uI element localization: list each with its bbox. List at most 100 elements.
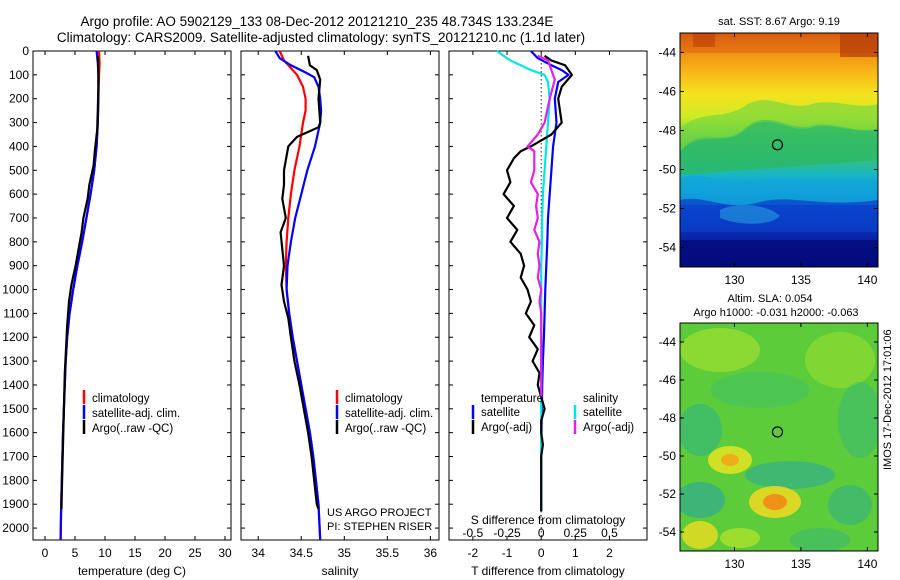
x-tick-label: 20 [158,546,172,560]
project-line2: PI: STEPHEN RISER [327,521,432,533]
project-line1: US ARGO PROJECT [327,507,432,519]
lon-tick-label: 135 [791,273,811,287]
salinity-legend: climatology satellite-adj. clim. Argo(..… [335,390,433,435]
sst-field [680,33,878,267]
difference-xlabel: T difference from climatology [471,564,625,578]
series-line-2 [279,55,322,510]
difference-panel: -2 -1 0 1 2 -0.5 -0.25 0 0.25 0.5 T difference fr… [448,50,648,578]
sla-map-title: Altim. SLA: 0.054 [728,293,813,305]
x-tick-label: 2 [606,546,613,560]
header-line2: Climatology: CARS2009. Satellite-adjuste… [57,30,585,45]
lon-tick-label: 135 [791,557,811,571]
legend-label-sal-argo: Argo(-adj) [583,422,634,434]
top-tick-label: 0.5 [601,526,618,540]
x-tick-label: 35 [338,546,352,560]
difference-toplabel: S difference from climatology [471,513,626,527]
series-line-2 [60,55,100,510]
x-tick-label: 5 [72,546,79,560]
x-tick-label: 35.5 [376,546,400,560]
legend-label-argo: Argo(..raw -QC) [345,423,426,435]
temperature-xlabel: temperature (deg C) [78,564,186,578]
x-tick-label: 10 [98,546,112,560]
y-tick-label: 800 [9,235,29,249]
y-tick-label: 1100 [3,306,29,320]
sla-map-subtitle: Argo h1000: -0.031 h2000: -0.063 [693,307,858,319]
y-tick-label: 200 [9,92,29,106]
argo-position-marker [771,426,784,438]
legend-label-temp-satellite: satellite [481,407,520,419]
y-tick-label: 1600 [2,426,29,440]
y-tick-label: 300 [9,116,29,130]
series-line-2 [502,54,573,512]
salinity-xlabel: salinity [322,564,359,578]
sla-field [680,323,878,551]
x-tick-label: -2 [468,546,479,560]
difference-legend: temperature satellite Argo(-adj) salinit… [471,393,634,434]
x-tick-label: 36 [424,546,438,560]
x-tick-label: 0 [42,546,49,560]
legend-label-temp-argo: Argo(-adj) [481,422,532,434]
y-tick-label: 600 [9,187,29,201]
y-tick-label: 1300 [2,354,29,368]
y-tick-label: 100 [9,68,29,82]
lat-tick-label: -44 [659,335,677,349]
top-tick-label: -0.25 [493,526,521,540]
x-tick-label: 15 [128,546,142,560]
y-tick-label: 900 [9,259,29,273]
temperature-legend: climatology satellite-adj. clim. Argo(..… [82,390,180,435]
sst-map-axes [679,32,879,268]
lat-tick-label: -48 [659,411,677,425]
lat-tick-label: -54 [659,241,677,255]
y-tick-label: 1800 [2,473,29,487]
legend-label-argo: Argo(..raw -QC) [92,423,173,435]
temperature-axes [32,50,232,541]
top-tick-label: 0.25 [564,526,588,540]
x-tick-label: 34.5 [290,546,314,560]
legend-label-satellite: satellite-adj. clim. [345,408,433,420]
x-tick-label: 30 [218,546,232,560]
y-tick-label: 1400 [2,378,29,392]
lon-tick-label: 130 [724,557,744,571]
y-tick-label: 1500 [2,402,29,416]
legend-label-climatology: climatology [92,393,150,405]
top-tick-label: -0.5 [463,526,484,540]
lon-tick-label: 140 [857,557,877,571]
y-tick-label: 400 [9,139,29,153]
sla-map-axes [679,322,879,552]
lat-tick-label: -54 [659,525,677,539]
lat-tick-label: -50 [659,163,677,177]
imos-timestamp: IMOS 17-Dec-2012 17:01:06 [882,329,894,470]
top-tick-label: 0 [538,526,545,540]
y-tick-label: 700 [9,211,29,225]
lat-tick-label: -52 [659,487,677,501]
y-tick-label: 500 [9,163,29,177]
lon-tick-label: 140 [857,273,877,287]
lat-tick-label: -50 [659,449,677,463]
lat-tick-label: -46 [659,85,677,99]
y-tick-label: 1700 [2,450,29,464]
legend-head-temperature: temperature [481,393,543,405]
series-line-1 [274,50,323,541]
y-tick-label: 0 [22,44,29,58]
legend-label-climatology: climatology [345,393,403,405]
y-tick-label: 2000 [2,521,29,535]
sst-map-title: sat. SST: 8.67 Argo: 9.19 [718,16,840,28]
argo-position-marker [771,139,784,151]
legend-label-sal-satellite: satellite [583,407,622,419]
lat-tick-label: -52 [659,202,677,216]
temperature-panel: 0100200300400500600700800900100011001200… [2,44,232,578]
sst-map-panel: sat. SST: 8.67 Argo: 9.19 -44 -46 -48 -50 -5… [659,16,879,287]
lon-tick-label: 130 [724,273,744,287]
x-tick-label: 34 [252,546,266,560]
series-line-3 [526,54,556,397]
x-tick-label: 1 [572,546,579,560]
salinity-axes [240,50,440,541]
lat-tick-label: -46 [659,373,677,387]
y-tick-label: 1900 [2,497,29,511]
x-tick-label: 0 [538,546,545,560]
legend-head-salinity: salinity [583,393,618,405]
lat-tick-label: -48 [659,124,677,138]
lat-tick-label: -44 [659,46,677,60]
legend-label-satellite: satellite-adj. clim. [92,408,180,420]
